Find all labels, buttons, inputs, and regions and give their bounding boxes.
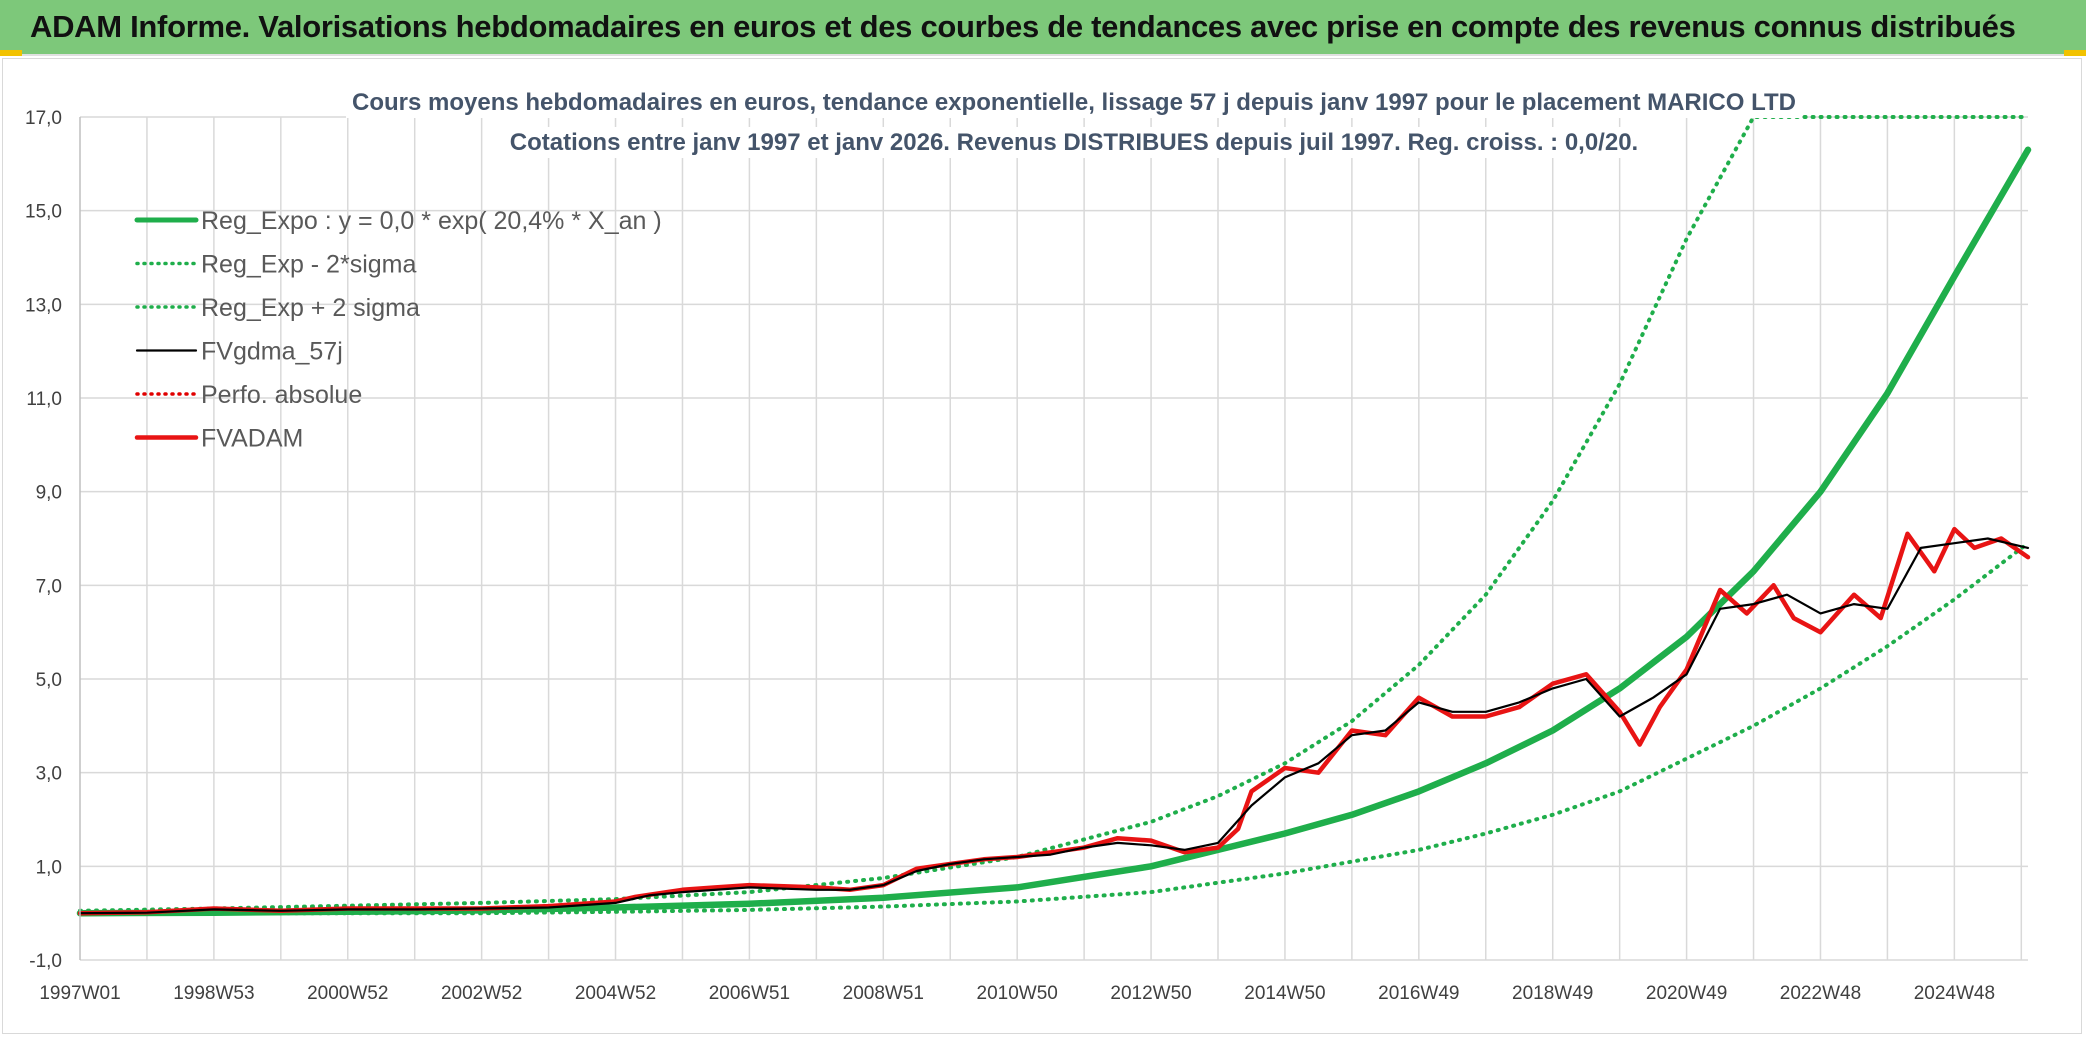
chart-title-line: Cotations entre janv 1997 et janv 2026. … [510,129,1638,156]
x-tick-label: 2000W52 [307,983,388,1004]
x-tick-label: 1998W53 [173,983,254,1004]
y-tick-label: 1,0 [36,857,62,878]
legend-label: Perfo. absolue [201,381,362,409]
corner-accent-left [0,50,22,56]
x-tick-label: 2022W48 [1780,983,1861,1004]
x-tick-label: 2016W49 [1378,983,1459,1004]
chart-title-line: Cours moyens hebdomadaires en euros, ten… [352,89,1796,116]
series-line-1 [78,541,2030,916]
y-tick-label: 15,0 [25,202,62,223]
legend: Reg_Expo : y = 0,0 * exp( 20,4% * X_an )… [134,207,662,453]
x-tick-label: 2020W49 [1646,983,1727,1004]
y-tick-label: -1,0 [29,951,62,972]
x-tick-label: 2002W52 [441,983,522,1004]
legend-label: Reg_Exp + 2 sigma [201,294,420,322]
y-tick-label: 13,0 [25,295,62,316]
chart-title-backing [503,127,1645,158]
chart-frame [2,58,2082,1034]
x-tick-label: 2018W49 [1512,983,1593,1004]
y-tick-label: 7,0 [36,576,62,597]
series-line-5 [77,526,2031,916]
report-title: ADAM Informe. Valorisations hebdomadaire… [30,9,2016,44]
y-tick-label: 9,0 [36,483,62,504]
report-banner: ADAM Informe. Valorisations hebdomadaire… [0,0,2086,56]
x-tick-label: 2024W48 [1914,983,1995,1004]
x-tick-label: 2006W51 [709,983,790,1004]
x-tick-label: 2012W50 [1110,983,1191,1004]
grid [80,116,2028,961]
corner-accent-right [2064,50,2086,56]
y-tick-label: 17,0 [25,108,62,129]
series-line-3 [78,537,2030,915]
series-line-2 [78,115,2030,913]
x-tick-label: 1997W01 [39,983,120,1004]
series-layer [76,115,2032,917]
legend-label: Reg_Exp - 2*sigma [201,251,416,279]
chart-title: Cours moyens hebdomadaires en euros, ten… [346,87,1802,158]
series-line-0 [76,146,2032,917]
chart-title-backing [346,87,1802,118]
x-tick-label: 2014W50 [1244,983,1325,1004]
y-tick-label: 11,0 [26,389,62,410]
y-tick-label: 3,0 [36,764,62,785]
axes: -1,0 1,0 3,0 5,0 7,0 9,0 11,0 13,0 15,0 17,0 1997W… [25,108,1995,1004]
legend-label: FVADAM [201,425,303,453]
legend-label: Reg_Expo : y = 0,0 * exp( 20,4% * X_an ) [201,207,662,235]
legend-label: FVgdma_57j [201,338,343,366]
x-tick-label: 2008W51 [843,983,924,1004]
y-tick-label: 5,0 [36,670,62,691]
x-tick-label: 2010W50 [977,983,1058,1004]
x-tick-label: 2004W52 [575,983,656,1004]
